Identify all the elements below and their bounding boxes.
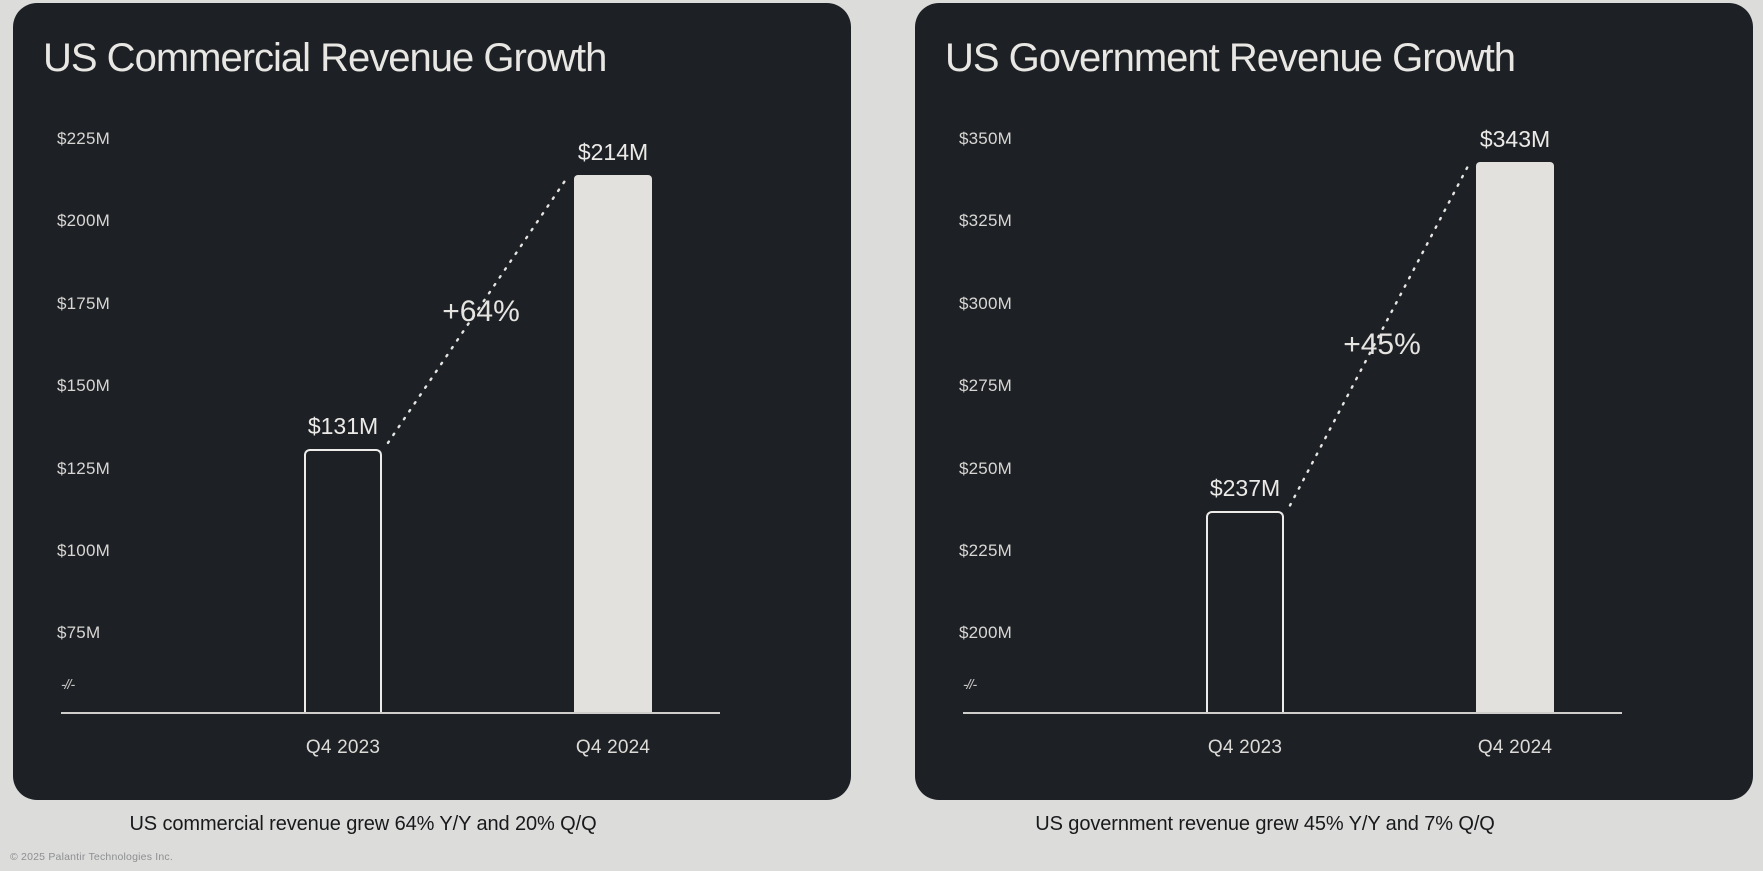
y-tick-label: $275M (959, 376, 1012, 396)
bar-value-label: $237M (1209, 475, 1281, 502)
x-axis-category-label: Q4 2023 (1207, 737, 1283, 758)
growth-connector-line (1288, 164, 1470, 507)
growth-percentage-label: +45% (1343, 328, 1421, 361)
y-tick-label: $200M (959, 623, 1012, 643)
y-tick-label: $200M (57, 211, 110, 231)
axis-break-symbol: -//- (963, 676, 977, 692)
y-tick-label: $325M (959, 211, 1012, 231)
bar-q4-2024 (1476, 162, 1554, 712)
y-tick-label: $175M (57, 293, 110, 313)
x-axis-category-label: Q4 2023 (305, 737, 381, 758)
commercial-chart-plot: $225M $200M $175M $150M $125M $100M $75M -//- $1… (13, 3, 851, 800)
y-tick-label: $225M (959, 541, 1012, 560)
bar-value-label: $214M (577, 139, 649, 166)
bar-q4-2023 (1206, 511, 1284, 712)
y-tick-label: $125M (57, 458, 110, 478)
government-revenue-card: US Government Revenue Growth $350M $325M $… (915, 3, 1753, 800)
x-axis-line (61, 712, 720, 714)
bar-q4-2024 (574, 175, 652, 712)
y-tick-label: $300M (959, 293, 1012, 313)
copyright-note: © 2025 Palantir Technologies Inc. (10, 851, 173, 863)
commercial-chart-caption: US commercial revenue grew 64% Y/Y and 2… (129, 813, 597, 835)
y-tick-label: $250M (959, 458, 1012, 478)
government-chart-title: US Government Revenue Growth (945, 36, 1516, 80)
y-tick-label: $350M (959, 129, 1012, 148)
x-axis-category-label: Q4 2024 (1477, 737, 1553, 758)
government-chart-plot: $350M $325M $300M $275M $250M $225M $200M -//- $… (915, 3, 1753, 800)
commercial-revenue-card: US Commercial Revenue Growth $225M $200M $… (13, 3, 851, 800)
bar-value-label: $131M (307, 412, 379, 439)
axis-break-symbol: -//- (61, 676, 75, 692)
y-tick-label: $75M (57, 623, 101, 643)
growth-connector-line (386, 178, 568, 445)
commercial-chart-title: US Commercial Revenue Growth (43, 36, 607, 80)
y-tick-label: $100M (57, 541, 110, 560)
government-chart-caption: US government revenue grew 45% Y/Y and 7… (1035, 813, 1495, 835)
x-axis-line (963, 712, 1622, 714)
y-tick-label: $225M (57, 129, 110, 148)
x-axis-category-label: Q4 2024 (575, 737, 651, 758)
y-tick-label: $150M (57, 376, 110, 396)
bar-q4-2023 (304, 448, 382, 712)
bar-value-label: $343M (1479, 126, 1551, 153)
growth-percentage-label: +64% (442, 295, 520, 328)
